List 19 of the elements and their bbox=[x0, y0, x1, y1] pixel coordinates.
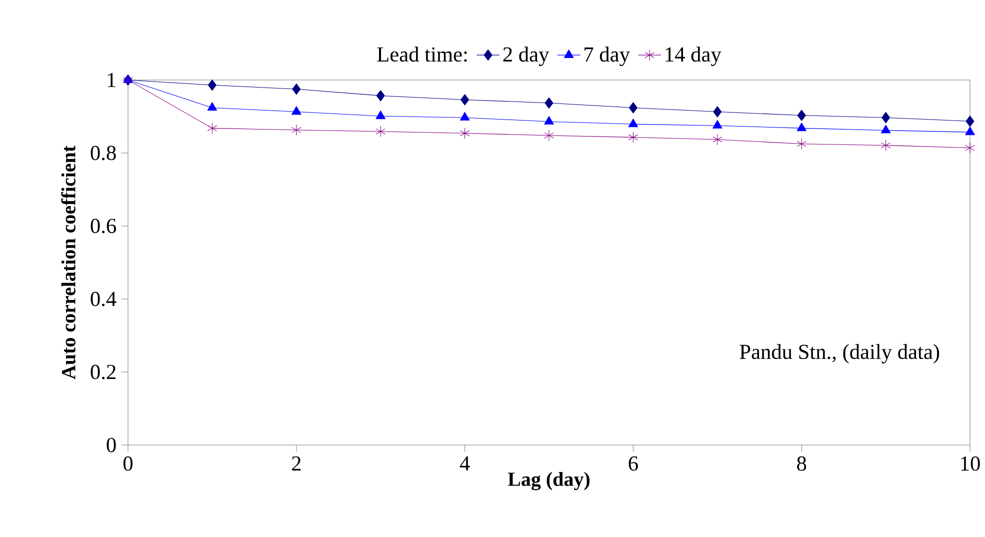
x-tick-label: 4 bbox=[460, 456, 470, 470]
legend-label: 7 day bbox=[584, 46, 630, 66]
legend-label: 2 day bbox=[503, 46, 550, 66]
legend-label: 14 day bbox=[666, 46, 722, 66]
x-axis-title: Lag (day) bbox=[508, 472, 590, 490]
y-tick-label: 1 bbox=[108, 72, 116, 88]
legend-title: Lead time: bbox=[377, 46, 467, 62]
x-tick-label: 2 bbox=[292, 456, 301, 471]
x-tick-label: 6 bbox=[628, 456, 638, 471]
annotation: Pandu Stn., (daily data) bbox=[740, 344, 940, 364]
y-tick-label: 0.4 bbox=[90, 292, 116, 306]
x-tick-label: 10 bbox=[961, 456, 980, 471]
y-tick-label: 0.6 bbox=[90, 218, 116, 234]
y-tick-label: 0.2 bbox=[90, 364, 116, 380]
y-tick-label: 0.8 bbox=[90, 146, 116, 160]
x-tick-label: 0 bbox=[123, 456, 133, 471]
y-axis-title: Auto correlation coefficient bbox=[61, 146, 76, 380]
x-tick-label: 8 bbox=[797, 456, 806, 471]
y-tick-label: 0 bbox=[106, 438, 116, 452]
